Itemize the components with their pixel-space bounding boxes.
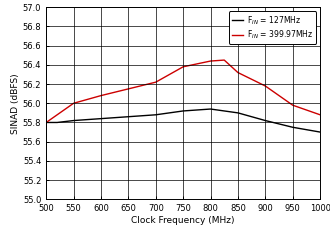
- X-axis label: Clock Frequency (MHz): Clock Frequency (MHz): [131, 216, 235, 225]
- Y-axis label: SINAD (dBFS): SINAD (dBFS): [11, 73, 20, 134]
- Legend: F$_{IN}$ = 127MHz, F$_{IN}$ = 399.97MHz: F$_{IN}$ = 127MHz, F$_{IN}$ = 399.97MHz: [229, 11, 316, 44]
